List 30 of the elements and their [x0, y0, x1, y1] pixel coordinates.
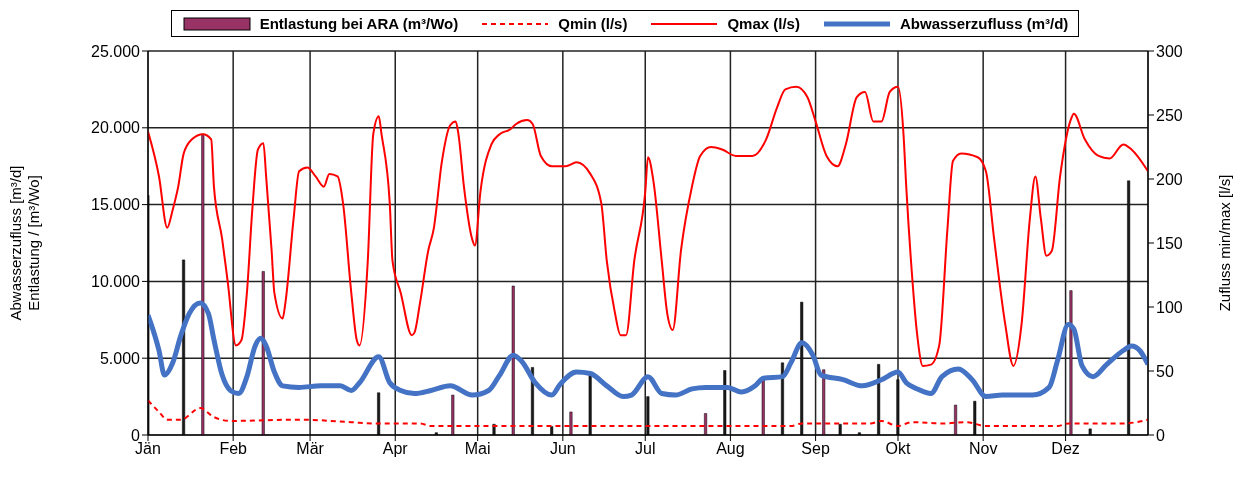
- x-tick-label: Mär: [296, 440, 325, 458]
- legend-label: Entlastung bei ARA (m³/Wo): [259, 15, 459, 32]
- y2-axis-title: Zufluss min/max [l/s]: [1216, 174, 1233, 312]
- y2-tick-label: 0: [1156, 426, 1165, 444]
- y2-tick-label: 150: [1156, 234, 1183, 252]
- y-tick-label: 20.000: [91, 119, 141, 137]
- y2-tick-label: 300: [1156, 42, 1183, 60]
- x-tick-label: Sep: [801, 440, 830, 458]
- x-tick-label: Okt: [885, 440, 911, 458]
- legend-label: Abwasserzufluss (m³/d): [899, 15, 1069, 32]
- x-tick-label: Dez: [1051, 440, 1080, 458]
- legend-label: Qmax (l/s): [727, 15, 800, 32]
- y-tick-label: 10.000: [91, 273, 141, 291]
- x-tick-label: Jul: [635, 440, 656, 458]
- x-tick-label: Nov: [968, 440, 998, 458]
- x-tick-label: Mai: [464, 440, 491, 458]
- x-tick-label: Jun: [549, 440, 576, 458]
- y2-tick-label: 200: [1156, 170, 1183, 188]
- x-tick-label: Feb: [219, 440, 248, 458]
- y2-tick-label: 250: [1156, 106, 1183, 124]
- x-tick-label: Aug: [716, 440, 745, 458]
- y-axis-title: Abwasserzufluss [m³/d] Entlastung / [m³/Wo]: [7, 165, 42, 321]
- y2-tick-label: 100: [1156, 298, 1183, 316]
- x-tick-label: Jän: [135, 440, 161, 458]
- legend-label: Qmin (l/s): [558, 15, 628, 32]
- y-tick-label: 15.000: [91, 196, 141, 214]
- x-tick-label: Apr: [382, 440, 409, 458]
- y2-tick-label: 50: [1156, 362, 1174, 380]
- y-tick-label: 5.000: [99, 349, 141, 367]
- y-tick-label: 25.000: [91, 42, 141, 60]
